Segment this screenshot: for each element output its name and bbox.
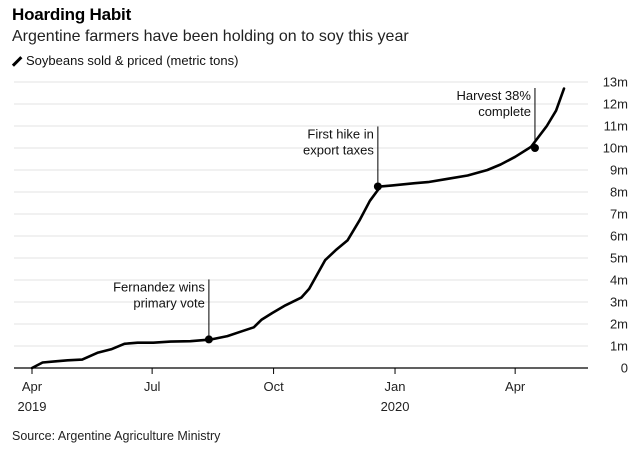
y-tick-label: 9m <box>610 163 628 178</box>
annotation-marker <box>204 335 213 344</box>
y-tick-label: 7m <box>610 207 628 222</box>
annotation-marker <box>530 144 539 152</box>
chart-title: Hoarding Habit <box>12 5 132 24</box>
y-axis-tick-labels: 0 1m 2m 3m 4m 5m 6m 7m 8m 9m 10m 11m 12m 13m <box>603 75 628 376</box>
x-tick-label: Jul <box>144 379 161 394</box>
annotation-marker <box>373 182 382 191</box>
annotation-label: export taxes <box>303 143 374 158</box>
x-tick-label: Apr <box>22 379 43 394</box>
y-tick-label: 4m <box>610 273 628 288</box>
y-tick-label: 12m <box>603 97 628 112</box>
chart-subtitle: Argentine farmers have been holding on t… <box>12 28 409 45</box>
annotation-label: First hike in <box>307 127 373 142</box>
y-tick-label: 13m <box>603 75 628 90</box>
y-tick-label: 5m <box>610 251 628 266</box>
y-tick-label: 0 <box>621 361 628 376</box>
source-note: Source: Argentine Agriculture Ministry <box>12 429 221 443</box>
series <box>30 87 566 370</box>
x-tick-year-label: 2019 <box>18 399 47 414</box>
annotation-label: Harvest 38% <box>457 88 532 103</box>
x-tick-label: Apr <box>505 379 526 394</box>
annotation-label: primary vote <box>133 295 205 310</box>
y-tick-label: 10m <box>603 141 628 156</box>
y-tick-label: 3m <box>610 295 628 310</box>
y-tick-label: 8m <box>610 185 628 200</box>
annotation-label: complete <box>478 104 531 119</box>
y-tick-label: 2m <box>610 317 628 332</box>
x-tick-year-label: 2020 <box>381 399 410 414</box>
x-axis: Apr 2019 Jul Oct Jan 2020 Apr <box>14 367 588 414</box>
legend-label: Soybeans sold & priced (metric tons) <box>26 53 239 68</box>
y-tick-label: 1m <box>610 339 628 354</box>
x-tick-label: Oct <box>263 379 284 394</box>
x-tick-label: Jan <box>385 379 406 394</box>
y-tick-label: 11m <box>604 119 628 134</box>
gridlines <box>14 81 588 347</box>
y-tick-label: 6m <box>610 229 628 244</box>
annotation-label: Fernandez wins <box>113 279 205 294</box>
legend: Soybeans sold & priced (metric tons) <box>12 53 238 68</box>
series-line <box>30 87 566 370</box>
